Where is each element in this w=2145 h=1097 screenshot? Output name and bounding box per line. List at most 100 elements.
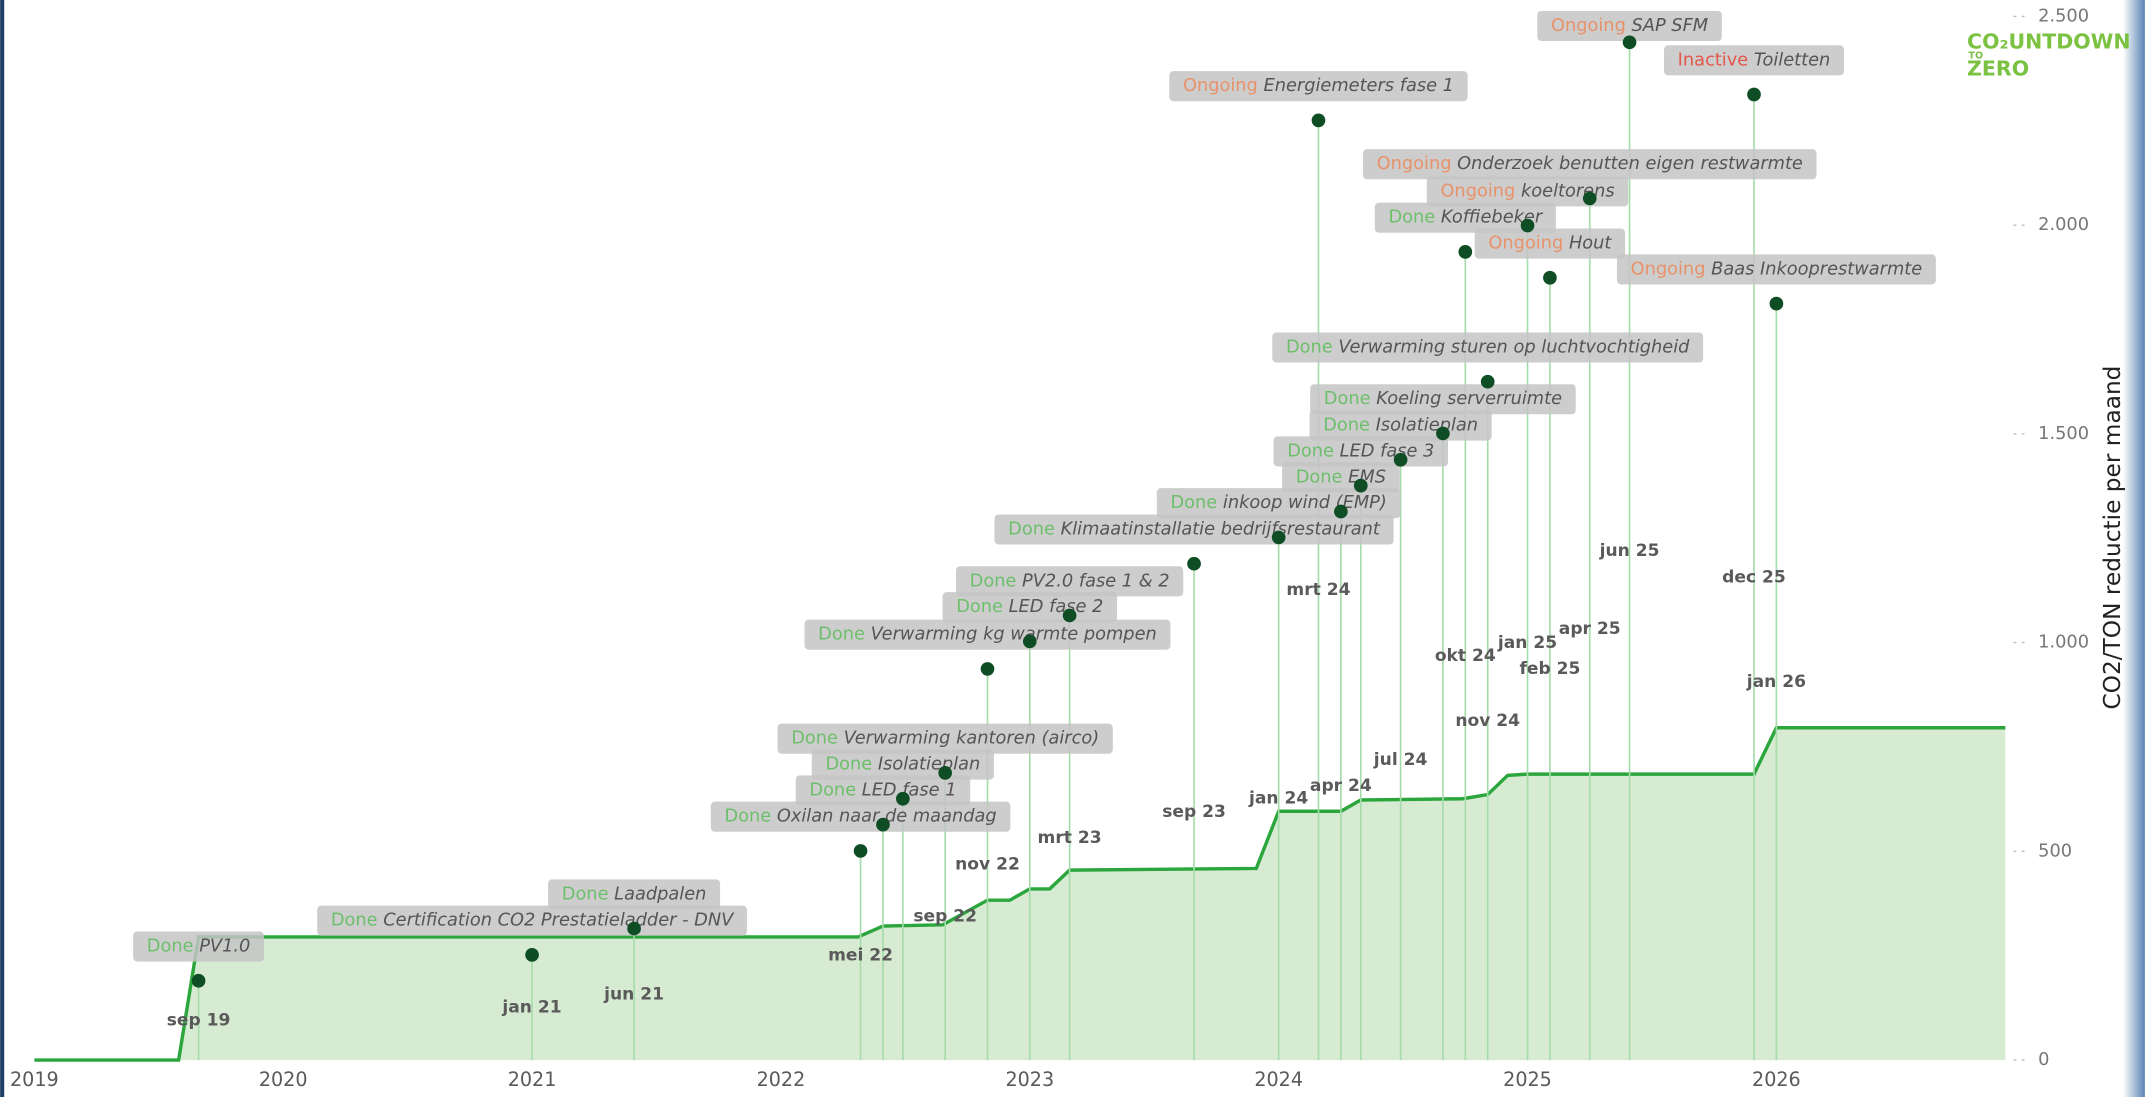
label-text: Done Isolatieplan — [1323, 415, 1478, 436]
label-text: Done Verwarming sturen op luchtvochtighe… — [1286, 336, 1690, 357]
line — [34, 726, 2006, 1062]
label-text: Done Koeling serverruimte — [1324, 388, 1562, 409]
x-tick-label: 2023 — [1005, 1068, 1054, 1091]
milestone-label: Ongoing SAP SFM — [1537, 10, 1722, 42]
status: Done — [791, 728, 838, 749]
x-tick-label: 2021 — [508, 1068, 557, 1091]
milestone-dot — [1022, 634, 1037, 649]
date-label: jul 24 — [1373, 750, 1428, 770]
label-text: Ongoing SAP SFM — [1551, 15, 1708, 36]
label-text: Ongoing Energiemeters fase 1 — [1183, 75, 1454, 96]
name: Verwarming kantoren (airco) — [844, 728, 1100, 749]
name: SAP SFM — [1632, 15, 1709, 36]
milestone-label: Done Isolatieplan — [811, 749, 994, 780]
date-label: mrt 23 — [1038, 828, 1102, 848]
status: Ongoing — [1183, 75, 1258, 96]
label-box — [1474, 228, 1626, 259]
milestone-dot — [1334, 504, 1348, 519]
status: Done — [1296, 466, 1343, 487]
label-box — [777, 723, 1113, 754]
logo-line: ZERO — [1967, 57, 2029, 81]
x-tick-label: 2022 — [757, 1068, 806, 1091]
status: Done — [1323, 415, 1370, 436]
milestone-label: Done EMS — [1282, 462, 1400, 493]
y-tick-label: 1.000 — [2038, 632, 2089, 653]
milestone-dot — [1353, 478, 1368, 493]
x-tick-label: 2020 — [259, 1068, 308, 1091]
label-box — [804, 619, 1171, 650]
y-tick-label: 1.500 — [2038, 423, 2089, 444]
label-text: Ongoing Onderzoek benutten eigen restwar… — [1377, 153, 1803, 174]
label-box — [133, 931, 265, 962]
label-text: Done EMS — [1296, 466, 1386, 487]
milestone-dot — [1582, 191, 1597, 206]
name: PV1.0 — [199, 936, 250, 957]
label-box — [1310, 384, 1576, 415]
label-text: Done LED fase 2 — [956, 596, 1103, 617]
milestone-dot — [1271, 530, 1286, 545]
logo-line: CO₂UNTDOWN — [1967, 29, 2130, 53]
status: Done — [147, 936, 194, 957]
y-axis-title: CO2/TON reductie per maand — [2099, 366, 2126, 710]
status: Done — [818, 624, 865, 645]
status: Done — [970, 570, 1017, 591]
status: Ongoing — [1631, 258, 1706, 279]
date-label: apr 25 — [1559, 619, 1621, 639]
milestone-dot — [1458, 245, 1473, 259]
milestone-label: Done Verwarming kantoren (airco) — [777, 723, 1113, 754]
milestone-label: Done Verwarming kg warmte pompen — [804, 619, 1171, 650]
name: Oxilan naar de maandag — [777, 806, 997, 827]
date-label: jan 26 — [1746, 672, 1806, 692]
status: Done — [1008, 519, 1055, 540]
label-text: Done PV2.0 fase 1 & 2 — [970, 570, 1170, 591]
status: Done — [1287, 440, 1334, 461]
status: Ongoing — [1551, 15, 1626, 36]
status: Done — [1286, 336, 1333, 357]
date-label: jan 21 — [501, 997, 561, 1017]
y-tick-label: 0 — [2038, 1049, 2049, 1070]
milestone-label: Done PV1.0 — [133, 931, 265, 962]
milestone-label: Done Laadpalen — [548, 879, 721, 910]
name: Verwarming sturen op luchtvochtigheid — [1338, 336, 1690, 357]
milestone-label: Done PV2.0 fase 1 & 2 — [955, 566, 1184, 597]
milestone-label: Ongoing Hout — [1474, 228, 1626, 259]
label-text: Done Oxilan naar de maandag — [724, 806, 996, 827]
y-tick-label: 2.000 — [2038, 214, 2089, 235]
status: Inactive — [1678, 49, 1749, 70]
date-label: jan 24 — [1248, 789, 1308, 809]
name: Koffiebeker — [1441, 207, 1544, 228]
logo-line: TO — [1968, 51, 1983, 62]
label-text: Done Laadpalen — [562, 883, 707, 904]
label-text: Done inkoop wind (EMP) — [1170, 492, 1386, 513]
name: Energiemeters fase 1 — [1264, 75, 1454, 96]
date-label: jun 21 — [603, 984, 664, 1004]
name: Certification CO2 Prestatieladder - DNV — [383, 910, 735, 931]
milestone-label: Done Isolatieplan — [1309, 410, 1492, 441]
label-text: Done Verwarming kg warmte pompen — [818, 624, 1157, 645]
label-text: Done PV1.0 — [147, 936, 251, 957]
status: Ongoing — [1440, 180, 1515, 201]
milestone-dot — [1062, 608, 1077, 623]
name: Isolatieplan — [878, 754, 980, 775]
name: Klimaatinstallatie bedrijfsrestaurant — [1061, 519, 1381, 540]
date-label: jun 25 — [1599, 541, 1660, 561]
y-tick-label: 2.500 — [2038, 5, 2089, 26]
milestone-label: Done Certification CO2 Prestatieladder -… — [317, 905, 747, 936]
milestone-dot — [896, 791, 910, 806]
name: Baas Inkooprestwarmte — [1711, 258, 1922, 279]
y-tick-label: 500 — [2038, 840, 2072, 861]
date-label: feb 25 — [1519, 659, 1580, 679]
logo: CO₂UNTDOWN TO ZERO — [1967, 29, 2130, 80]
name: Isolatieplan — [1376, 415, 1478, 436]
date-label: mrt 24 — [1286, 580, 1350, 600]
milestone-label: Done Koeling serverruimte — [1310, 384, 1576, 415]
label-box — [1664, 45, 1844, 76]
milestone-label: Inactive Toiletten — [1664, 45, 1844, 76]
right-edge — [2122, 0, 2145, 1097]
x-tick-label: 2019 — [10, 1068, 59, 1091]
status: Done — [724, 806, 771, 827]
date-label: apr 24 — [1310, 776, 1372, 796]
milestone-label: Done Koffiebeker — [1374, 202, 1556, 233]
label-box — [795, 775, 971, 806]
